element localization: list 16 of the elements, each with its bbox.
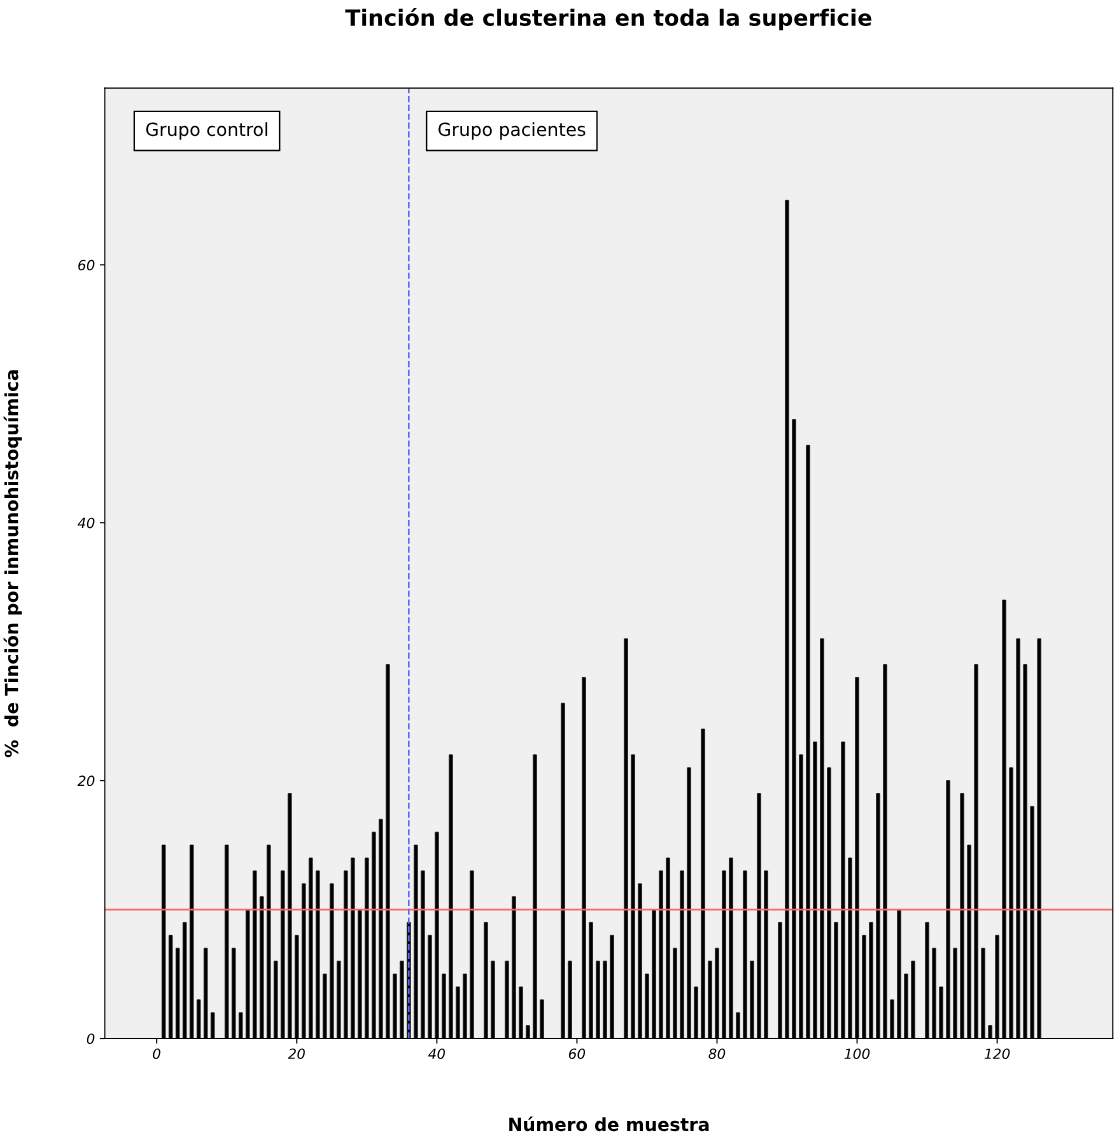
x-tick-label: 80 bbox=[708, 1048, 726, 1059]
x-tick-label: 0 bbox=[152, 1048, 161, 1059]
y-axis-title: % de Tinción por inmunohistoquímica bbox=[3, 370, 22, 758]
x-tick-label: 120 bbox=[984, 1048, 1010, 1059]
x-tick-label: 20 bbox=[287, 1048, 305, 1059]
x-tick-label: 100 bbox=[844, 1048, 870, 1059]
x-tick-label: 40 bbox=[428, 1048, 445, 1059]
y-tick-label: 0 bbox=[86, 1033, 95, 1044]
y-tick-label: 60 bbox=[78, 259, 95, 271]
annotation: Grupo pacientes bbox=[438, 122, 586, 140]
y-tick-label: 20 bbox=[77, 775, 95, 787]
annotation: Grupo control bbox=[146, 122, 268, 140]
chart-title: Tinción de clusterina en toda la superficie bbox=[345, 7, 872, 31]
x-tick-label: 60 bbox=[568, 1048, 586, 1059]
x-axis-title: Número de muestra bbox=[509, 1116, 709, 1132]
y-tick-label: 40 bbox=[77, 517, 95, 529]
